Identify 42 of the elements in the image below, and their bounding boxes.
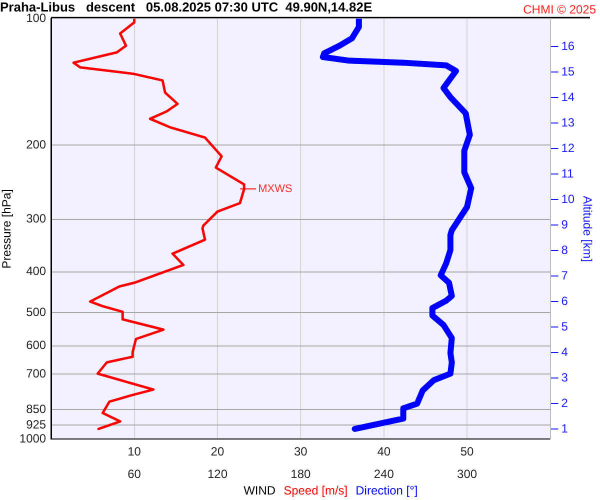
- x-axis-title: WIND: [244, 483, 276, 498]
- y-tick-label: 400: [26, 264, 46, 278]
- x-tick-label: 40: [377, 444, 391, 459]
- y2-tick-label: 5: [561, 319, 568, 334]
- x-tick-label: 30: [294, 444, 308, 459]
- y2-tick-label: 10: [561, 192, 575, 206]
- y-tick-label: 850: [26, 402, 46, 416]
- y-tick-label: 600: [26, 338, 46, 352]
- x-tick-label: 10: [128, 444, 142, 459]
- y2-axis-title: Altitude [km]: [580, 196, 594, 262]
- y2-tick-label: 11: [561, 166, 574, 180]
- text: Speed [m/s]: [284, 483, 348, 498]
- y-tick-label: 1000: [19, 432, 46, 446]
- x2-tick-label: 180: [290, 467, 312, 482]
- y2-tick-label: 14: [561, 90, 575, 104]
- y2-tick-label: 13: [561, 115, 575, 130]
- text: CHMI © 2025: [523, 2, 596, 16]
- y2-tick-label: 12: [561, 140, 575, 155]
- y-tick-label: 300: [26, 212, 46, 226]
- y2-tick-label: 9: [561, 217, 568, 232]
- y2-tick-label: 6: [561, 294, 568, 308]
- y2-tick-label: 1: [561, 421, 568, 436]
- x-tick-label: 50: [460, 444, 474, 459]
- x2-tick-label: 120: [207, 467, 228, 482]
- y2-tick-label: 8: [561, 242, 568, 257]
- text: Direction [°]: [356, 483, 418, 498]
- y2-tick-label: 4: [561, 344, 568, 359]
- y2-tick-label: 3: [561, 370, 568, 384]
- y-tick-label: 500: [26, 304, 46, 319]
- y2-tick-label: 7: [561, 268, 568, 282]
- y2-tick-label: 15: [561, 64, 575, 78]
- y-tick-label: 925: [26, 417, 46, 432]
- y-tick-label: 700: [26, 366, 46, 380]
- y2-tick-label: 2: [561, 396, 568, 410]
- y-tick-label: 200: [26, 138, 46, 152]
- x2-tick-label: 60: [128, 467, 142, 482]
- y-axis-title: Pressure [hPa]: [0, 189, 14, 269]
- y2-tick-label: 16: [561, 38, 575, 53]
- x-tick-label: 20: [210, 444, 224, 459]
- x2-tick-label: 240: [374, 467, 394, 482]
- annotation: MXWS: [258, 182, 292, 195]
- x2-tick-label: 300: [457, 467, 478, 482]
